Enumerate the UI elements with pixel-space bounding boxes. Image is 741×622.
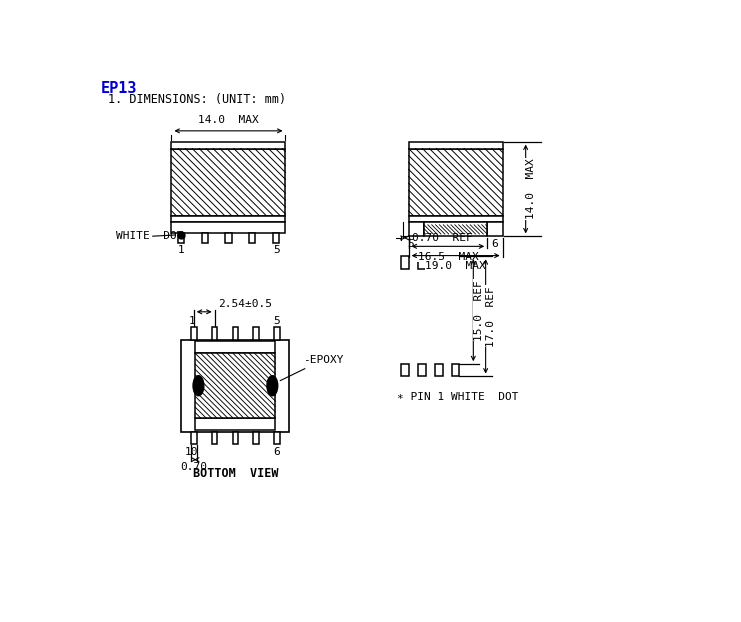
Bar (274, 432, 279, 444)
Text: 16.5  MAX: 16.5 MAX (417, 252, 478, 262)
Text: 10: 10 (185, 447, 199, 457)
Bar (196, 353, 276, 418)
Bar (233, 432, 238, 444)
Bar (178, 233, 184, 243)
Bar (233, 327, 238, 340)
Bar (225, 233, 231, 243)
Bar (253, 432, 259, 444)
Text: 14.0  MAX: 14.0 MAX (198, 116, 259, 126)
Bar (273, 233, 279, 243)
Bar (191, 432, 196, 444)
Text: 6: 6 (491, 239, 498, 249)
Bar (401, 364, 408, 376)
Text: 14.0  MAX: 14.0 MAX (526, 159, 536, 220)
Text: EP13: EP13 (101, 81, 137, 96)
Text: 17.0  REF: 17.0 REF (486, 286, 496, 347)
Text: 5: 5 (407, 239, 413, 249)
Bar (424, 225, 487, 234)
Bar (196, 418, 276, 430)
Text: 0.70  REF: 0.70 REF (412, 233, 473, 243)
Bar (171, 142, 285, 149)
Bar (171, 216, 285, 223)
Bar (212, 432, 217, 444)
Bar (182, 340, 289, 432)
Text: 0.70: 0.70 (180, 462, 207, 472)
Text: 6: 6 (273, 447, 280, 457)
Ellipse shape (267, 376, 278, 396)
Text: 1: 1 (177, 245, 184, 255)
Text: 15.0  REF: 15.0 REF (473, 280, 484, 341)
Bar (408, 142, 502, 149)
Bar (196, 341, 276, 353)
Bar (408, 149, 502, 216)
Text: 1: 1 (189, 315, 196, 326)
Bar (191, 327, 196, 340)
Bar (452, 364, 459, 376)
Bar (171, 223, 285, 233)
Bar (202, 233, 207, 243)
Ellipse shape (193, 376, 204, 396)
Text: -EPOXY: -EPOXY (280, 355, 344, 381)
Bar (408, 216, 502, 223)
Bar (435, 364, 442, 376)
Text: ∗ PIN 1 WHITE  DOT: ∗ PIN 1 WHITE DOT (397, 392, 519, 402)
Bar (401, 256, 408, 269)
Bar (418, 256, 425, 269)
Bar (418, 364, 425, 376)
Text: 5: 5 (273, 245, 279, 255)
Text: 2.54±0.5: 2.54±0.5 (218, 299, 272, 310)
Bar (424, 223, 487, 236)
Text: 19.0  MAX: 19.0 MAX (425, 261, 486, 271)
Bar (171, 149, 285, 216)
Bar (249, 233, 256, 243)
Bar (212, 327, 217, 340)
Text: WHITE  DOT: WHITE DOT (116, 231, 184, 241)
Bar (253, 327, 259, 340)
Bar (274, 327, 279, 340)
Bar (487, 223, 502, 236)
Bar (452, 256, 459, 269)
Text: 1. DIMENSIONS: (UNIT: mm): 1. DIMENSIONS: (UNIT: mm) (108, 93, 287, 106)
Bar (408, 223, 424, 236)
Text: 5: 5 (273, 315, 280, 326)
Bar (435, 256, 442, 269)
Text: BOTTOM  VIEW: BOTTOM VIEW (193, 467, 278, 480)
